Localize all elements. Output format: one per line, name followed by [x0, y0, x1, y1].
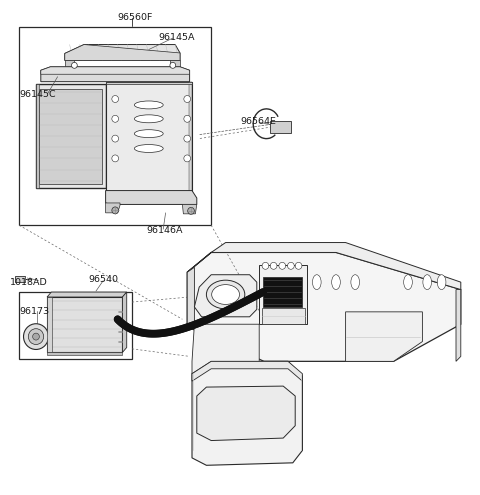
Polygon shape — [192, 361, 302, 381]
Ellipse shape — [437, 275, 446, 290]
Text: 96145C: 96145C — [19, 90, 56, 99]
Circle shape — [288, 262, 294, 269]
Polygon shape — [65, 45, 180, 60]
Ellipse shape — [404, 275, 412, 290]
Ellipse shape — [134, 101, 163, 109]
Polygon shape — [36, 84, 39, 188]
Circle shape — [184, 115, 191, 122]
Polygon shape — [41, 67, 190, 74]
Ellipse shape — [312, 275, 321, 290]
Polygon shape — [187, 243, 461, 290]
Polygon shape — [106, 82, 192, 191]
Polygon shape — [106, 203, 120, 213]
Ellipse shape — [134, 115, 163, 123]
Polygon shape — [47, 292, 127, 297]
Ellipse shape — [332, 275, 340, 290]
Circle shape — [279, 262, 286, 269]
Circle shape — [112, 96, 119, 102]
Circle shape — [262, 262, 269, 269]
Polygon shape — [192, 324, 259, 374]
Text: 1018AD: 1018AD — [10, 278, 48, 287]
Polygon shape — [187, 267, 194, 327]
Bar — [263, 277, 302, 307]
Text: 96146A: 96146A — [146, 226, 183, 235]
Circle shape — [295, 262, 302, 269]
Polygon shape — [106, 191, 197, 204]
Text: 96173: 96173 — [19, 307, 49, 316]
Ellipse shape — [206, 280, 245, 309]
Text: 96540: 96540 — [89, 275, 119, 284]
Polygon shape — [36, 84, 106, 188]
Bar — [19, 27, 211, 225]
Text: 96145A: 96145A — [158, 33, 195, 42]
Polygon shape — [192, 361, 302, 465]
Polygon shape — [41, 67, 190, 82]
Text: 96560F: 96560F — [118, 13, 153, 22]
Circle shape — [112, 135, 119, 142]
Circle shape — [188, 207, 194, 214]
Polygon shape — [259, 265, 307, 324]
Ellipse shape — [134, 130, 163, 138]
Circle shape — [170, 62, 176, 68]
Polygon shape — [346, 312, 422, 361]
Circle shape — [112, 115, 119, 122]
Polygon shape — [47, 352, 122, 355]
Polygon shape — [106, 82, 192, 84]
Circle shape — [184, 155, 191, 162]
Bar — [19, 292, 132, 359]
Polygon shape — [170, 60, 180, 68]
Polygon shape — [189, 82, 192, 191]
Circle shape — [112, 207, 119, 214]
Circle shape — [270, 262, 277, 269]
Ellipse shape — [423, 275, 432, 290]
Polygon shape — [182, 204, 197, 214]
Polygon shape — [15, 276, 25, 282]
Polygon shape — [194, 275, 257, 317]
Polygon shape — [187, 252, 461, 361]
Circle shape — [28, 329, 44, 345]
Polygon shape — [262, 308, 305, 324]
Polygon shape — [456, 290, 461, 361]
Circle shape — [24, 324, 48, 349]
Polygon shape — [65, 45, 180, 60]
Ellipse shape — [212, 285, 240, 304]
Circle shape — [112, 155, 119, 162]
Circle shape — [72, 62, 77, 68]
Circle shape — [184, 135, 191, 142]
Polygon shape — [122, 292, 127, 352]
Ellipse shape — [134, 145, 163, 152]
Text: 96564E: 96564E — [240, 117, 276, 126]
Ellipse shape — [351, 275, 360, 290]
Polygon shape — [197, 386, 295, 441]
Polygon shape — [39, 89, 102, 184]
Circle shape — [184, 96, 191, 102]
Polygon shape — [47, 297, 52, 352]
Polygon shape — [270, 121, 291, 133]
Polygon shape — [65, 60, 74, 68]
Polygon shape — [47, 297, 122, 352]
Circle shape — [33, 333, 39, 340]
